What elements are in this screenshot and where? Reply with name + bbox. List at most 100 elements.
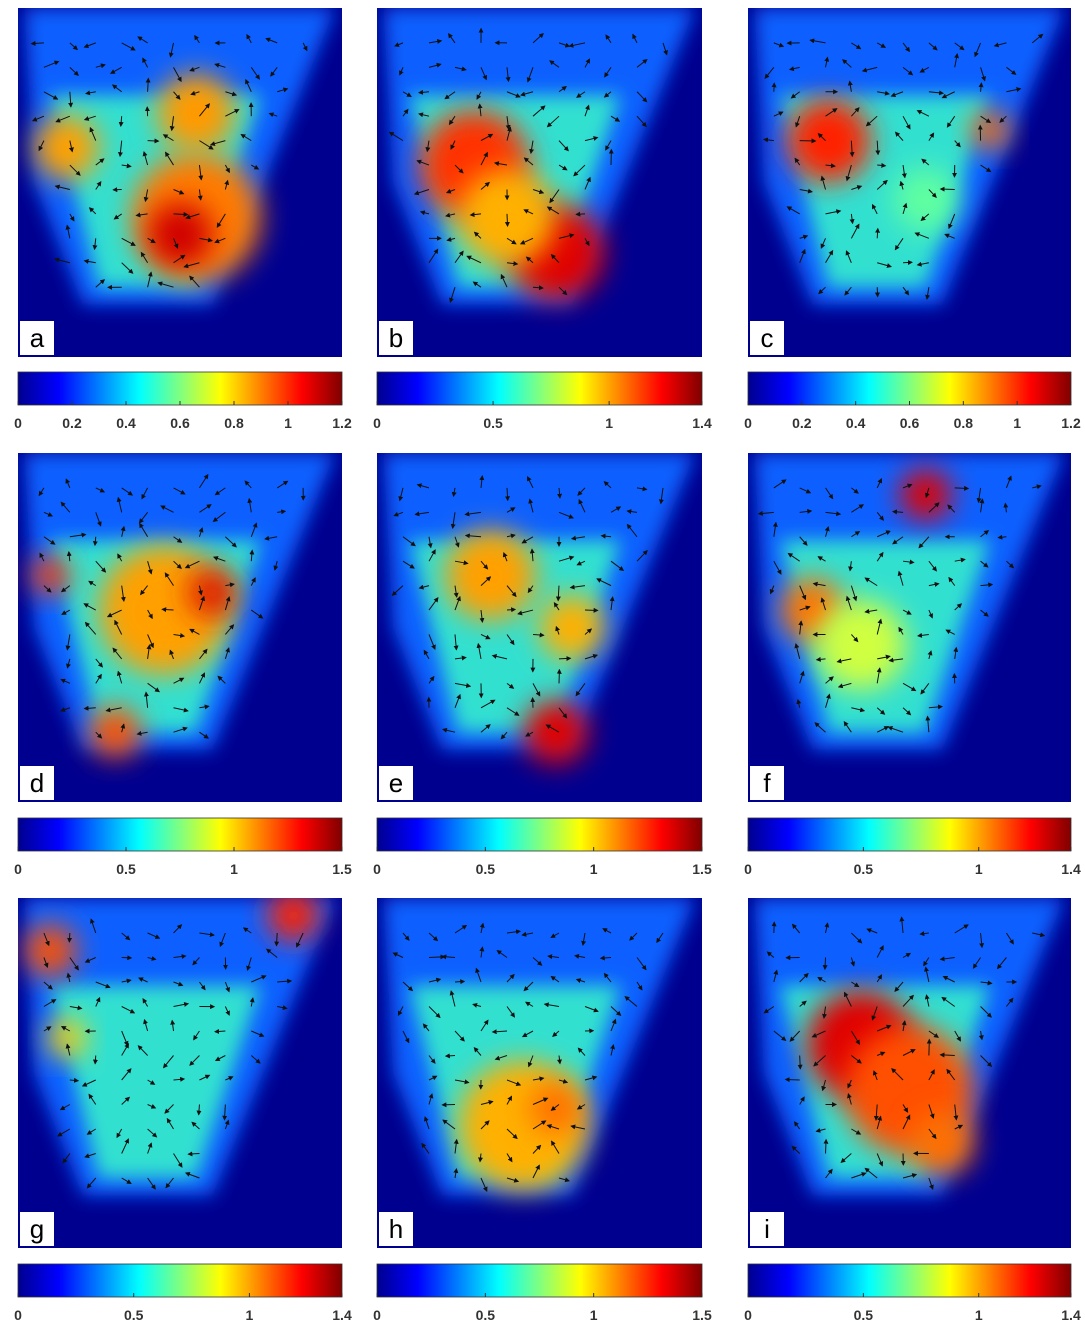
vector-arrow: [139, 522, 149, 538]
vector-arrow: [388, 131, 404, 142]
panel: e 0 0.5 1 1.5: [373, 453, 712, 877]
vector-arrow: [450, 512, 456, 530]
vector-arrow: [86, 1128, 97, 1135]
colorbar: [376, 1263, 703, 1298]
vector-arrow: [147, 682, 160, 693]
vector-arrow: [142, 57, 149, 68]
vector-arrow: [928, 704, 944, 710]
vector-arrow: [773, 42, 785, 48]
vector-arrow: [189, 628, 200, 635]
vector-arrow: [954, 42, 965, 51]
vector-arrow: [551, 1140, 560, 1154]
vector-arrow: [550, 254, 560, 264]
vector-arrow: [850, 107, 860, 117]
vector-arrow: [446, 236, 456, 242]
colorbar-tick-label: 0.2: [792, 415, 812, 431]
vector-arrow: [954, 557, 966, 563]
vector-arrow: [942, 976, 955, 983]
vector-arrow: [925, 715, 931, 733]
vector-arrow: [454, 682, 472, 688]
vector-arrow: [173, 211, 189, 217]
vector-arrow: [603, 480, 612, 489]
vector-arrow: [763, 137, 774, 143]
vector-arrow: [493, 161, 508, 167]
vector-arrow: [924, 966, 930, 983]
vector-arrow: [199, 704, 210, 710]
vector-arrow: [850, 1030, 860, 1045]
vector-arrow: [916, 110, 930, 117]
vector-arrow: [480, 634, 491, 640]
vector-arrow: [480, 724, 491, 733]
vector-arrow: [788, 66, 800, 72]
vector-arrow: [274, 932, 280, 947]
hotspot: [899, 469, 952, 521]
vector-arrow: [821, 1079, 827, 1092]
vector-arrow: [66, 972, 72, 983]
vector-arrow: [173, 954, 187, 959]
vector-arrow: [629, 932, 638, 941]
vector-arrow: [506, 1128, 518, 1140]
vector-arrow: [941, 91, 955, 99]
vector-arrow: [902, 483, 913, 489]
vector-arrow: [636, 957, 647, 971]
vector-arrow: [245, 78, 252, 92]
vector-arrow: [876, 530, 892, 538]
vector-arrow: [817, 556, 826, 562]
vector-arrow: [578, 498, 586, 513]
vector-arrow: [250, 609, 264, 619]
vector-arrow: [502, 551, 508, 562]
vector-arrow: [441, 727, 456, 733]
vector-arrow: [799, 1096, 805, 1105]
vector-arrow: [402, 108, 409, 117]
vector-arrow: [871, 203, 878, 215]
vector-arrow: [812, 581, 826, 587]
vector-arrow: [66, 550, 72, 562]
colorbar: [747, 817, 1072, 852]
vector-arrow: [557, 487, 563, 499]
colorbar-tick-label: 1: [975, 861, 983, 877]
vector-arrow: [95, 673, 102, 684]
panel: g 0 0.5 1 1.4: [14, 898, 352, 1323]
vector-arrow: [198, 527, 204, 537]
vector-arrow: [402, 1030, 410, 1044]
vector-arrow: [199, 473, 209, 489]
colorbar-tick-label: 0: [373, 415, 381, 431]
vector-arrow: [173, 189, 185, 195]
vector-arrow: [845, 595, 852, 611]
vector-arrow: [876, 551, 884, 562]
vector-arrow: [250, 522, 258, 537]
vector-arrow: [873, 1104, 879, 1121]
vector-arrow: [120, 585, 126, 603]
vector-arrow: [500, 273, 508, 288]
heatmap: [377, 8, 702, 357]
vector-arrow: [791, 923, 801, 934]
vector-arrow: [799, 605, 811, 611]
vector-arrow: [576, 560, 586, 566]
vector-arrow: [168, 42, 175, 58]
vector-arrow: [972, 957, 981, 969]
vector-arrow: [947, 504, 956, 513]
vector-arrow: [448, 32, 456, 44]
vector-arrow: [448, 115, 456, 126]
vector-arrow: [757, 510, 774, 516]
vector-arrow: [428, 634, 436, 650]
vector-arrow: [549, 60, 560, 68]
vector-arrow: [603, 972, 612, 983]
vector-arrow: [923, 957, 930, 967]
vector-arrow: [117, 553, 123, 562]
vector-arrow: [525, 256, 534, 264]
vector-arrow: [847, 1092, 852, 1105]
vector-arrow: [198, 164, 204, 181]
vector-arrow: [569, 584, 586, 590]
vector-arrow: [250, 577, 256, 586]
vector-arrow: [864, 1167, 878, 1179]
vector-arrow: [95, 981, 111, 989]
vector-arrow: [444, 91, 456, 100]
vector-arrow: [480, 1177, 488, 1192]
vector-arrow: [824, 56, 830, 68]
vector-arrow: [506, 261, 519, 267]
vector-arrow: [523, 981, 534, 992]
vector-arrow: [273, 561, 279, 571]
vector-arrow: [121, 1177, 132, 1185]
